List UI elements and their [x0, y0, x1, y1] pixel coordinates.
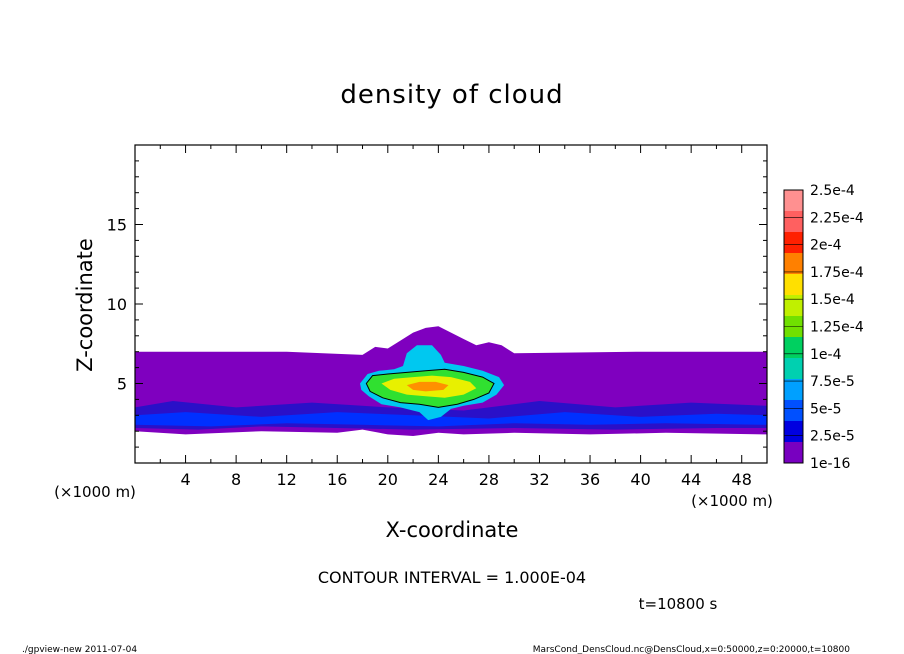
- contour-cloud-orange: [406, 381, 449, 392]
- y-axis: 5 10 15: [107, 160, 767, 448]
- y-axis-label: Z-coordinate: [73, 238, 97, 372]
- x-tick-label: 44: [681, 470, 701, 489]
- footer-right: MarsCond_DensCloud.nc@DensCloud,x=0:5000…: [533, 645, 850, 654]
- colorbar-swatch: [784, 442, 803, 464]
- x-tick-label: 40: [630, 470, 650, 489]
- colorbar-label: 1.25e-4: [810, 320, 864, 336]
- x-tick-label: 24: [428, 470, 448, 489]
- colorbar-swatch: [784, 253, 803, 275]
- plot-area: [135, 326, 767, 436]
- colorbar-label: 2.5e-4: [810, 183, 855, 199]
- x-tick-label: 48: [732, 470, 752, 489]
- y-tick-label: 5: [117, 375, 127, 394]
- x-tick-label: 16: [327, 470, 347, 489]
- x-tick-label: 32: [529, 470, 549, 489]
- y-tick-label: 10: [107, 295, 127, 314]
- x-axis: 4 8 12 16 20 24 28 32 36 40 44 48: [159, 145, 752, 489]
- contour-mid-blue: [135, 412, 767, 427]
- colorbar-swatch: [784, 337, 803, 359]
- x-tick-label: 36: [580, 470, 600, 489]
- colorbar-swatch: [784, 400, 803, 422]
- footer-left: ./gpview-new 2011-07-04: [22, 645, 137, 654]
- colorbar-swatch: [784, 274, 803, 296]
- x-unit-right: (×1000 m): [691, 492, 773, 510]
- colorbar-swatch: [784, 379, 803, 401]
- x-axis-label: X-coordinate: [386, 518, 519, 542]
- x-tick-label: 8: [231, 470, 241, 489]
- colorbar-swatch: [784, 421, 803, 443]
- colorbar-label: 7.5e-5: [810, 374, 855, 390]
- contour-line: [365, 368, 495, 408]
- x-tick-label: 4: [180, 470, 190, 489]
- x-tick-label: 28: [479, 470, 499, 489]
- colorbar-label: 2.25e-4: [810, 210, 864, 226]
- x-tick-label: 20: [378, 470, 398, 489]
- colorbar-swatch: [784, 295, 803, 317]
- y-tick-label: 15: [107, 216, 127, 235]
- chart-title: density of cloud: [340, 80, 563, 110]
- colorbar-swatch: [784, 358, 803, 380]
- colorbar-label: 1e-16: [810, 456, 850, 472]
- colorbar: 2.5e-4 2.25e-4 2e-4 1.75e-4 1.5e-4 1.25e-4 1e-…: [783, 183, 864, 472]
- colorbar-label: 2e-4: [810, 238, 842, 254]
- colorbar-label: 1.75e-4: [810, 265, 864, 281]
- colorbar-swatch: [784, 211, 803, 233]
- colorbar-swatch: [784, 232, 803, 254]
- contour-interval: CONTOUR INTERVAL = 1.000E-04: [318, 568, 586, 587]
- x-unit-left: (×1000 m): [54, 483, 136, 501]
- time-label: t=10800 s: [639, 595, 718, 613]
- colorbar-label: 1.5e-4: [810, 292, 855, 308]
- colorbar-label: 1e-4: [810, 347, 842, 363]
- colorbar-label: 2.5e-5: [810, 429, 855, 445]
- x-tick-label: 12: [277, 470, 297, 489]
- colorbar-swatch: [784, 190, 803, 212]
- colorbar-label: 5e-5: [810, 401, 841, 417]
